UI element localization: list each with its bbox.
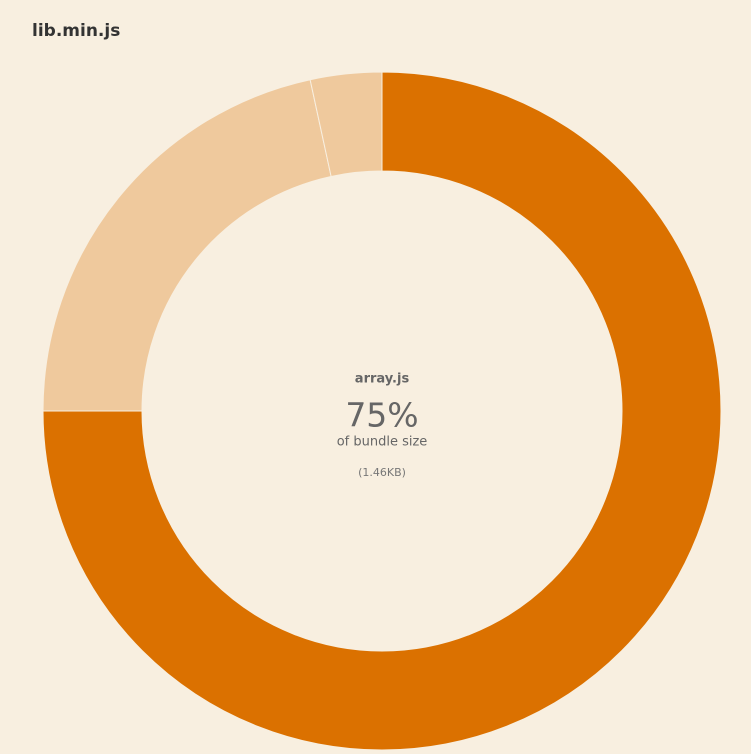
donut-segment	[42, 71, 722, 751]
caption: of bundle size	[337, 435, 428, 450]
active-name: array.js	[355, 372, 410, 387]
active-percent: 75%	[345, 396, 418, 435]
donut-segment	[309, 71, 383, 178]
chart-title: lib.min.js	[32, 21, 120, 41]
donut	[42, 71, 722, 751]
size-label: (1.46KB)	[358, 466, 406, 479]
donut-segment	[42, 79, 332, 412]
